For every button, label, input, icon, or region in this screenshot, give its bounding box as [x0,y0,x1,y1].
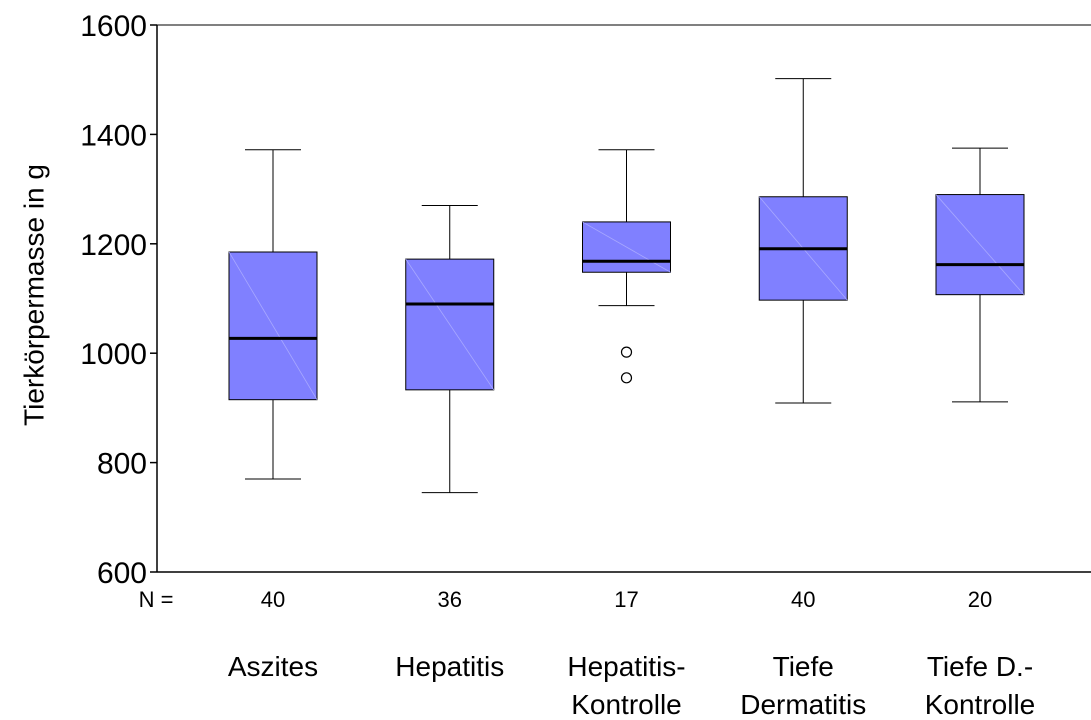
category-label: Tiefe [773,651,834,682]
box-group [758,78,848,404]
category-label: Dermatitis [740,689,866,720]
y-tick-label: 1400 [80,119,147,152]
box-group [582,149,671,384]
outlier-point [620,372,633,384]
n-count-label: 17 [614,587,638,612]
box-diagonal [582,221,671,273]
labels: 40 Aszites 36 Hepatitis 17 Hepatitis- Kontroll… [228,587,1035,720]
n-count-label: 20 [968,587,992,612]
axes: 600 800 1000 1200 1400 1600 [80,10,1091,590]
y-tick-label: 1600 [80,10,147,43]
category-label: Hepatitis- [567,651,685,682]
y-tick-label: 800 [97,448,147,481]
box-group [228,149,318,480]
category-label: Kontrolle [925,689,1036,720]
box-group [405,205,495,494]
y-tick-label: 1000 [80,338,147,371]
box-group [935,147,1025,403]
box-diagonal [405,258,495,391]
box-diagonal [935,194,1025,295]
category-label: Tiefe D.- [927,651,1033,682]
n-prefix-label: N = [139,587,174,612]
y-axis-title: Tierkörpermasse in g [18,164,49,426]
n-count-label: 36 [438,587,462,612]
n-count-label: 40 [261,587,285,612]
outlier-point [620,346,633,358]
category-label: Kontrolle [571,689,682,720]
boxes [228,78,1025,494]
y-tick-label: 1200 [80,229,147,262]
n-count-label: 40 [791,587,815,612]
box-diagonal [228,251,318,400]
category-label: Aszites [228,651,318,682]
category-label: Hepatitis [395,651,504,682]
y-tick-label: 600 [97,557,147,590]
